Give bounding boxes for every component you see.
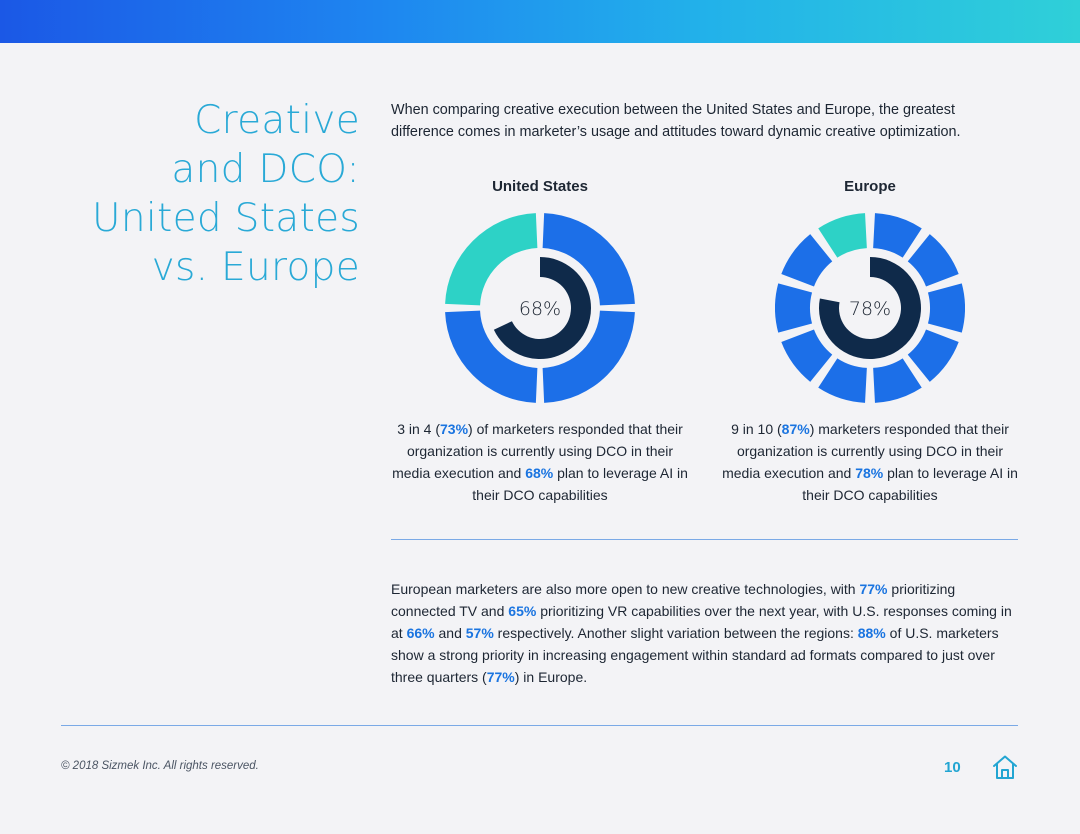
us-chart-heading: United States [492, 178, 588, 195]
intro-paragraph: When comparing creative execution betwee… [391, 102, 961, 140]
us-caption: 3 in 4 (73%) of marketers responded that… [392, 421, 688, 503]
top-banner [0, 0, 1080, 43]
europe-outer-segment-teal [818, 213, 867, 258]
europe-inner-arc [819, 257, 921, 359]
europe-caption: 9 in 10 (87%) marketers responded that t… [722, 421, 1018, 503]
title-line: Creative [194, 98, 360, 143]
home-icon[interactable] [991, 753, 1019, 781]
europe-outer-segment-blue [873, 213, 922, 258]
europe-outer-segment-blue [907, 329, 959, 382]
copyright-text: © 2018 Sizmek Inc. All rights reserved. [61, 760, 259, 772]
europe-outer-segment-blue [818, 358, 867, 403]
us-inner-arc [493, 257, 591, 359]
europe-chart-heading: Europe [844, 178, 896, 195]
us-center-label: 68% [519, 298, 561, 320]
title-line: and DCO: [171, 147, 360, 192]
us-outer-segment-blue [542, 310, 635, 403]
title-line: vs. Europe [151, 245, 360, 290]
footer-divider [61, 725, 1018, 726]
europe-outer-segment-blue [873, 358, 922, 403]
europe-donut-chart: 78% [775, 213, 965, 403]
body-paragraph: European marketers are also more open to… [391, 581, 1012, 685]
page-number: 10 [944, 759, 961, 776]
europe-outer-segment-blue [927, 283, 965, 333]
europe-outer-segment-blue [775, 283, 813, 333]
europe-outer-segment-blue [781, 329, 833, 382]
europe-outer-segment-blue [781, 234, 833, 287]
section-divider [391, 539, 1018, 540]
us-outer-segment-teal [445, 213, 538, 306]
page-title: Creative and DCO: United States vs. Euro… [60, 96, 360, 292]
us-outer-segment-blue [542, 213, 635, 306]
us-donut-chart: 68% [445, 213, 635, 403]
europe-outer-segment-blue [907, 234, 959, 287]
europe-center-label: 78% [849, 298, 891, 320]
us-outer-segment-blue [445, 310, 538, 403]
title-line: United States [92, 196, 360, 241]
